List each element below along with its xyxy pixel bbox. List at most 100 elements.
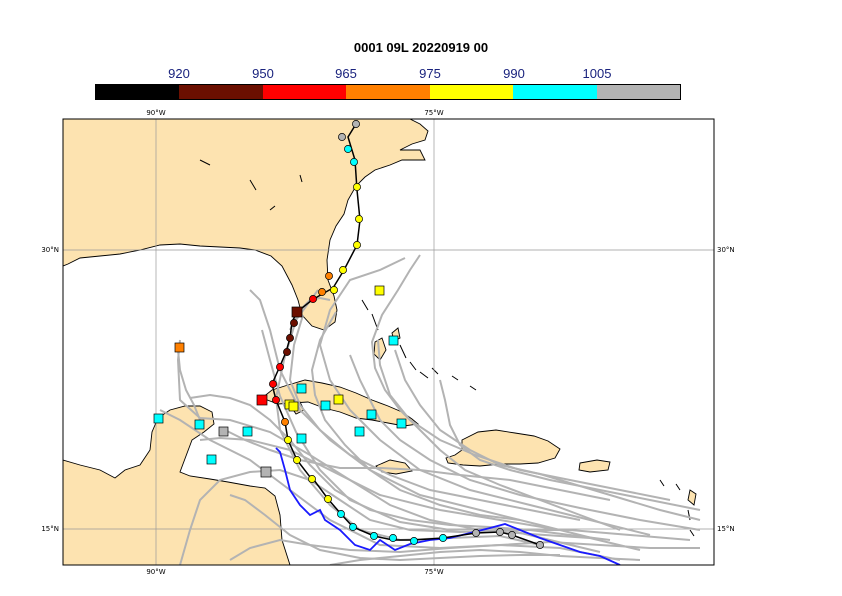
- lat-label-right: 30°N: [717, 246, 735, 254]
- ensemble-endpoints: [153, 285, 407, 478]
- forecast-point: [355, 215, 363, 223]
- lesser-antilles-outline: [659, 479, 695, 537]
- forecast-point: [276, 363, 284, 371]
- forecast-point: [309, 295, 317, 303]
- ensemble-track: [229, 538, 700, 561]
- forecast-point: [293, 456, 301, 464]
- endpoint-square: [218, 426, 229, 437]
- endpoint-square: [296, 433, 307, 444]
- colorbar-tick-label: 990: [503, 66, 525, 81]
- endpoint-square: [174, 342, 185, 353]
- colorbar-swatch-below-920: [96, 85, 180, 99]
- forecast-point: [344, 145, 352, 153]
- lon-label-top: 75°W: [424, 109, 443, 117]
- forecast-point: [338, 133, 346, 141]
- forecast-points: [269, 120, 544, 549]
- endpoint-square: [388, 335, 399, 346]
- forecast-point: [269, 380, 277, 388]
- forecast-point: [389, 534, 397, 542]
- forecast-point: [284, 436, 292, 444]
- forecast-point: [272, 396, 280, 404]
- endpoint-square: [396, 418, 407, 429]
- endpoint-square: [256, 394, 268, 406]
- ensemble-track: [229, 494, 560, 562]
- forecast-point: [324, 495, 332, 503]
- ensemble-track: [349, 354, 701, 531]
- endpoint-square: [288, 401, 299, 412]
- forecast-point: [350, 158, 358, 166]
- yucatan-central-america-land: [63, 405, 291, 565]
- map-frame: [62, 118, 715, 566]
- lon-label-bottom: 75°W: [424, 568, 443, 576]
- forecast-point: [281, 418, 289, 426]
- small-islands: [199, 159, 695, 537]
- forecast-point: [472, 529, 480, 537]
- bahamas-andros-land: [373, 337, 387, 361]
- ensemble-track: [439, 379, 701, 511]
- lat-label-left: 15°N: [41, 525, 59, 533]
- ensemble-track: [288, 314, 581, 521]
- ensemble-track: [249, 289, 601, 541]
- endpoint-square: [320, 400, 331, 411]
- endpoint-square: [242, 426, 253, 437]
- chart-title: 0001 09L 20220919 00: [353, 40, 489, 55]
- forecast-point: [339, 266, 347, 274]
- endpoint-square: [153, 413, 164, 424]
- observed-track: [275, 447, 621, 565]
- forecast-point: [330, 286, 338, 294]
- ensemble-track: [179, 468, 691, 565]
- colorbar-tick-label: 965: [335, 66, 357, 81]
- forecast-point: [536, 541, 544, 549]
- colorbar-swatch-950-965: [262, 85, 347, 99]
- endpoint-square: [206, 454, 217, 465]
- lat-label-right: 15°N: [717, 525, 735, 533]
- forecast-point: [290, 319, 298, 327]
- ensemble-track: [310, 311, 521, 521]
- ensemble-track: [377, 339, 671, 501]
- colorbar-tick-label: 1005: [582, 66, 612, 81]
- forecast-point: [352, 120, 360, 128]
- ensemble-track: [159, 409, 621, 561]
- colorbar-tick-label: 975: [419, 66, 441, 81]
- ensemble-tracks: [159, 254, 701, 565]
- ensemble-track: [176, 339, 641, 551]
- forecast-point: [353, 183, 361, 191]
- lon-label-top: 90°W: [146, 109, 165, 117]
- endpoint-square: [296, 383, 307, 394]
- map-body: [63, 119, 714, 565]
- puerto-rico-land: [578, 459, 611, 473]
- forecast-point: [410, 537, 418, 545]
- ensemble-track: [199, 436, 561, 531]
- lon-label-bottom: 90°W: [146, 568, 165, 576]
- ensemble-track: [224, 429, 611, 501]
- endpoint-square: [291, 306, 303, 318]
- lake-outline: [199, 159, 303, 211]
- forecast-point: [353, 241, 361, 249]
- forecast-point: [283, 348, 291, 356]
- colorbar-swatch-965-975: [346, 85, 430, 99]
- north-america-land: [63, 119, 429, 331]
- bahamas-outline: [361, 299, 477, 391]
- forecast-point: [496, 528, 504, 536]
- lat-label-left: 30°N: [41, 246, 59, 254]
- forecast-point: [370, 532, 378, 540]
- colorbar-swatch-990-1005: [513, 85, 597, 99]
- endpoint-square: [333, 394, 344, 405]
- forecast-point: [286, 334, 294, 342]
- endpoint-square: [260, 466, 272, 478]
- colorbar-swatch-975-990: [429, 85, 514, 99]
- pressure-colorbar: [95, 84, 681, 100]
- endpoint-square: [354, 426, 365, 437]
- endpoint-square: [374, 285, 385, 296]
- forecast-point: [508, 531, 516, 539]
- forecast-point: [325, 272, 333, 280]
- forecast-point: [349, 523, 357, 531]
- forecast-point: [439, 534, 447, 542]
- forecast-point: [318, 288, 326, 296]
- colorbar-swatch-920-950: [179, 85, 263, 99]
- ensemble-track: [318, 257, 651, 536]
- endpoint-square: [194, 419, 205, 430]
- gridlines: [63, 119, 714, 565]
- endpoint-square: [366, 409, 377, 420]
- lesser-antilles-land: [687, 489, 697, 506]
